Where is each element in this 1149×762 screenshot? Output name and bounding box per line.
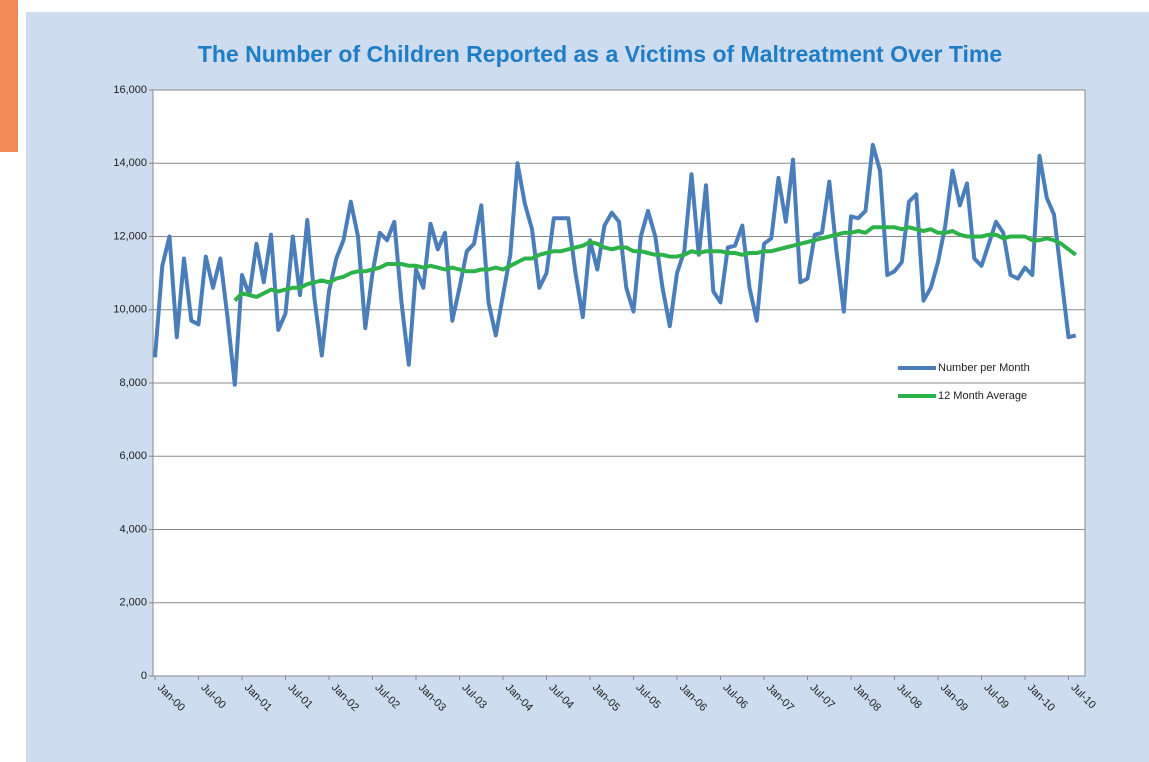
legend-label: Number per Month: [938, 362, 1030, 374]
y-tick-label: 8,000: [119, 377, 147, 389]
y-tick-label: 12,000: [113, 230, 147, 242]
y-tick-label: 4,000: [119, 523, 147, 535]
series-line: [233, 225, 1078, 303]
y-tick-label: 16,000: [113, 84, 147, 96]
accent-bar: [0, 0, 18, 152]
series-line: [153, 142, 1077, 387]
chart-title: The Number of Children Reported as a Vic…: [198, 41, 1002, 67]
y-tick-label: 0: [141, 670, 147, 682]
y-tick-label: 10,000: [113, 304, 147, 316]
y-tick-label: 14,000: [113, 157, 147, 169]
legend-label: 12 Month Average: [938, 390, 1027, 402]
y-tick-label: 6,000: [119, 450, 147, 462]
y-tick-label: 2,000: [119, 597, 147, 609]
